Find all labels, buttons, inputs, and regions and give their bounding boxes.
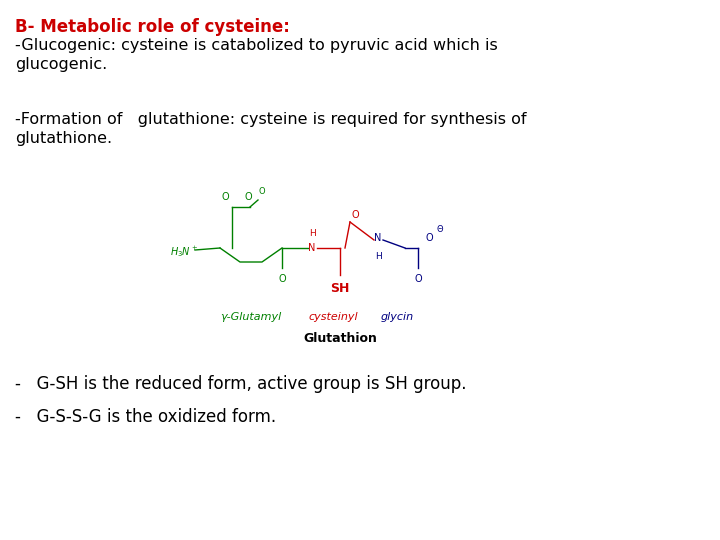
Text: O: O	[351, 210, 359, 220]
Text: Θ: Θ	[437, 226, 444, 234]
Text: O: O	[221, 192, 229, 202]
Text: O: O	[244, 192, 252, 202]
Text: cysteinyl: cysteinyl	[308, 312, 358, 322]
Text: -   G-SH is the reduced form, active group is SH group.: - G-SH is the reduced form, active group…	[15, 375, 467, 393]
Text: SH: SH	[330, 282, 350, 295]
Text: O: O	[258, 187, 265, 197]
Text: -Glucogenic: cysteine is catabolized to pyruvic acid which is
glucogenic.: -Glucogenic: cysteine is catabolized to …	[15, 38, 498, 72]
Text: N: N	[374, 233, 382, 243]
Text: N: N	[308, 243, 315, 253]
Text: O: O	[414, 274, 422, 284]
Text: -Formation of   glutathione: cysteine is required for synthesis of
glutathione.: -Formation of glutathione: cysteine is r…	[15, 112, 526, 146]
Text: H: H	[309, 229, 315, 238]
Text: O: O	[278, 274, 286, 284]
Text: O: O	[425, 233, 433, 243]
Text: $H_3N^+$: $H_3N^+$	[170, 245, 198, 259]
Text: Glutathion: Glutathion	[303, 332, 377, 345]
Text: B- Metabolic role of cysteine:: B- Metabolic role of cysteine:	[15, 18, 290, 36]
Text: γ-Glutamyl: γ-Glutamyl	[220, 312, 282, 322]
Text: glycin: glycin	[381, 312, 414, 322]
Text: H: H	[374, 252, 382, 261]
Text: -   G-S-S-G is the oxidized form.: - G-S-S-G is the oxidized form.	[15, 408, 276, 426]
